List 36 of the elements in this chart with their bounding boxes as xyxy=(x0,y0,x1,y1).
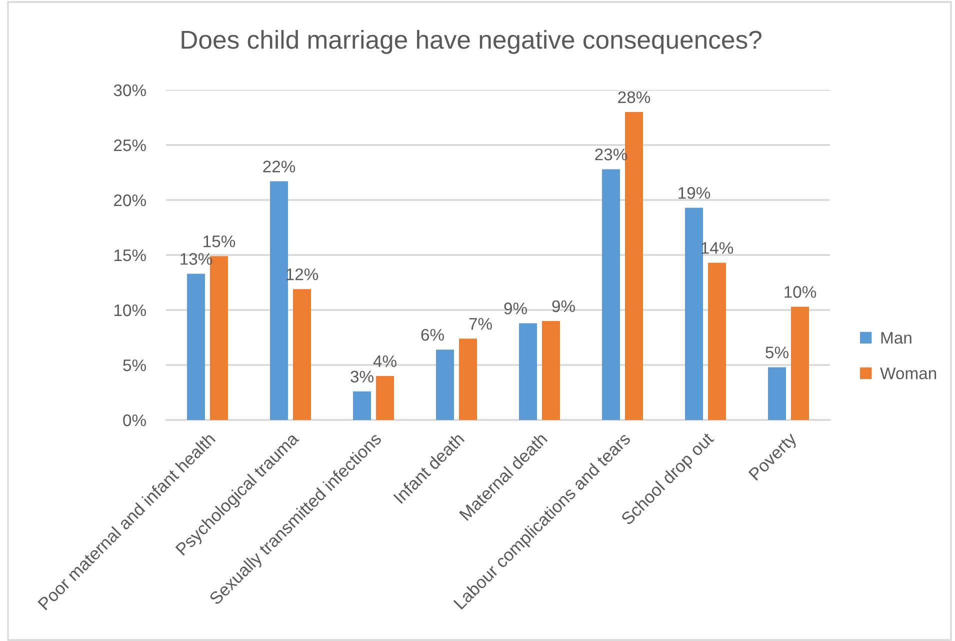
bar xyxy=(542,321,560,420)
data-label: 10% xyxy=(784,286,816,298)
bar xyxy=(376,376,394,420)
data-label: 19% xyxy=(678,187,710,199)
bar xyxy=(685,208,704,420)
bar xyxy=(270,181,288,420)
data-label: 15% xyxy=(204,236,236,248)
bar xyxy=(602,169,620,420)
bar xyxy=(519,323,538,420)
bar xyxy=(436,350,454,420)
bar xyxy=(187,274,206,420)
y-tick-label: 30% xyxy=(114,84,146,96)
y-tick-label: 15% xyxy=(114,249,146,262)
data-label: 4% xyxy=(373,355,396,368)
chart-title: Does child marriage have negative consequences? xyxy=(182,30,762,54)
data-label: 22% xyxy=(263,160,296,172)
legend-label: Man xyxy=(881,332,912,344)
data-label: 6% xyxy=(421,328,444,341)
y-tick-label: 20% xyxy=(114,194,146,206)
data-label: 5% xyxy=(766,346,788,358)
y-tick-label: 5% xyxy=(123,359,146,372)
data-label: 28% xyxy=(618,91,650,104)
bar xyxy=(708,262,726,420)
y-tick-label: 0% xyxy=(123,414,146,426)
bar xyxy=(353,391,372,420)
data-label: 9% xyxy=(552,300,575,312)
bar xyxy=(292,289,311,420)
y-tick-label: 10% xyxy=(114,304,146,316)
bar xyxy=(790,306,809,420)
data-label: 3% xyxy=(350,370,374,383)
bar xyxy=(768,367,786,420)
data-label: 7% xyxy=(469,318,492,330)
y-tick-label: 25% xyxy=(114,139,146,152)
data-label: 9% xyxy=(504,302,527,314)
bar xyxy=(458,338,477,420)
legend-label: Woman xyxy=(880,368,936,380)
